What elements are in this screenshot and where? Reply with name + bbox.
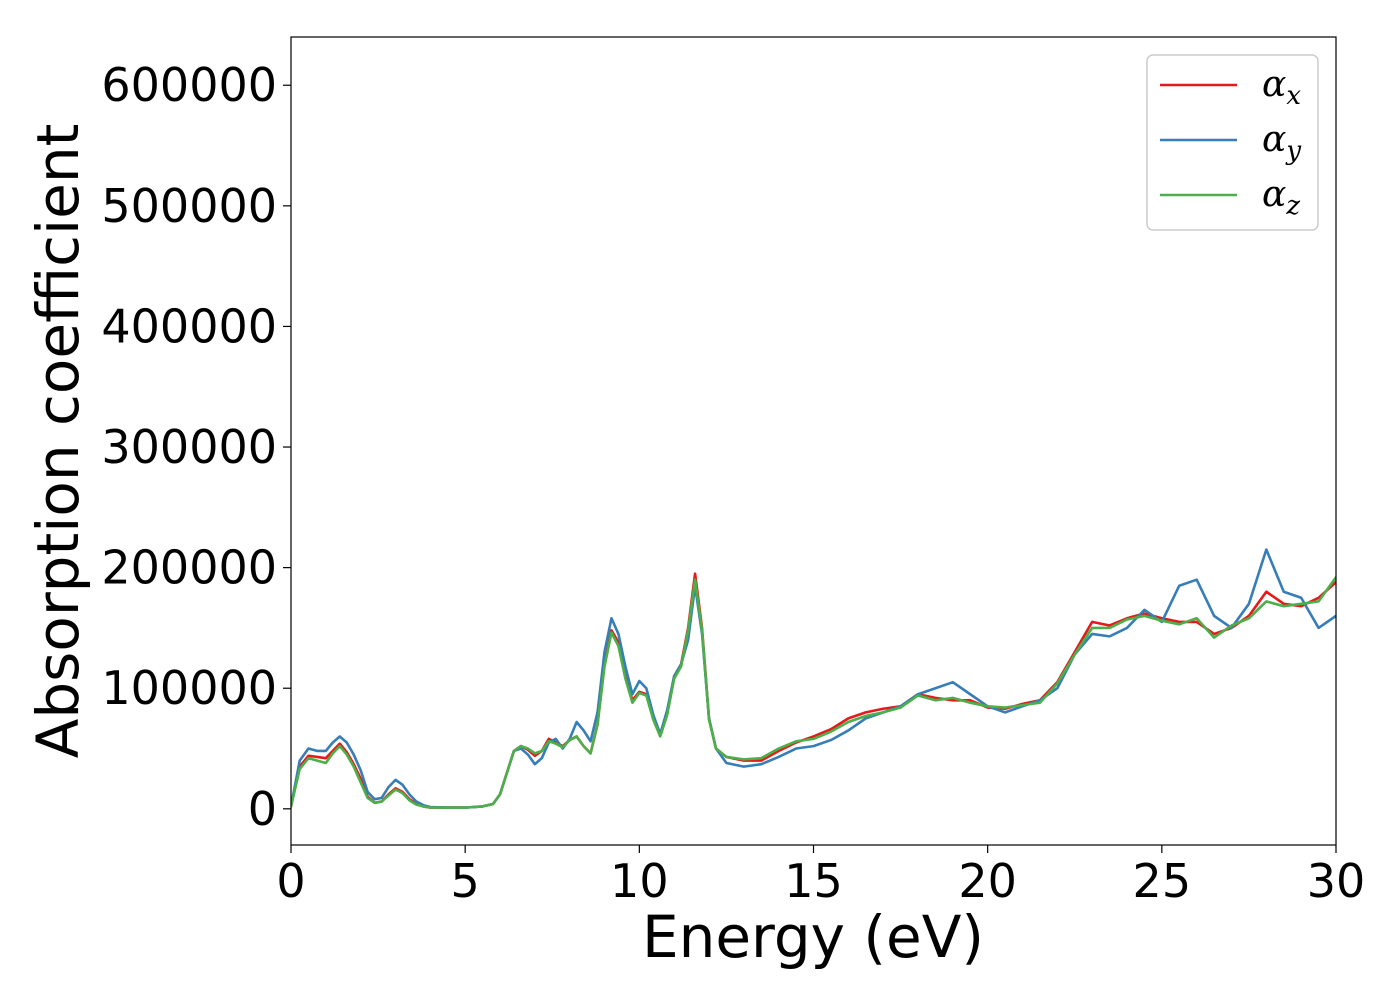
x-tick-label: 5 — [451, 854, 480, 908]
series-line-x — [291, 572, 1336, 809]
y-tick-label: 0 — [248, 782, 277, 836]
y-tick-label: 100000 — [101, 661, 277, 715]
series-lines — [291, 548, 1336, 809]
legend-label-z: αz — [1262, 174, 1300, 221]
x-tick-label: 15 — [784, 854, 843, 908]
y-tick-label: 400000 — [101, 299, 277, 353]
y-tick-label: 600000 — [101, 58, 277, 112]
x-tick-label: 0 — [276, 854, 305, 908]
x-tick-label: 30 — [1307, 854, 1366, 908]
x-tick-label: 10 — [610, 854, 669, 908]
y-tick-label: 500000 — [101, 179, 277, 233]
legend: αx αy αz — [1146, 54, 1319, 231]
legend-box — [1146, 54, 1319, 231]
y-tick-label: 200000 — [101, 541, 277, 595]
series-line-z — [291, 575, 1336, 809]
legend-label-y: αy — [1262, 119, 1301, 166]
series-line-y — [291, 548, 1336, 809]
y-axis-title: Absorption coefficient — [24, 124, 92, 759]
y-axis-ticks: 0 100000 200000 300000 400000 500000 600000 — [101, 58, 291, 836]
x-axis-title: Energy (eV) — [642, 903, 984, 971]
y-tick-label: 300000 — [101, 420, 277, 474]
x-tick-label: 20 — [958, 854, 1017, 908]
x-tick-label: 25 — [1133, 854, 1192, 908]
x-axis-ticks: 0 5 10 15 20 25 30 — [276, 845, 1365, 908]
legend-label-x: αx — [1262, 64, 1301, 111]
